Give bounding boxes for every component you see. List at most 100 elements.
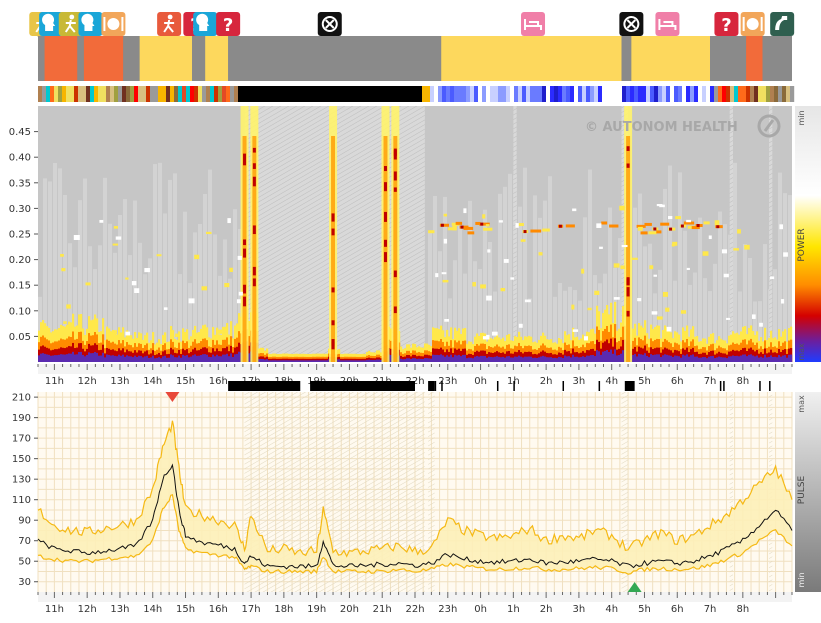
stripe-cell — [330, 86, 335, 102]
band-purple — [196, 355, 199, 362]
y-tick-label: 0.35 — [9, 178, 31, 189]
band-purple — [142, 357, 145, 362]
stripe-cell — [510, 86, 515, 102]
power-label: POWER — [797, 228, 807, 261]
spectro-texture — [668, 165, 672, 362]
band-purple — [522, 357, 525, 362]
band-purple — [42, 353, 45, 362]
y-tick-label: 70 — [18, 536, 31, 547]
band-purple — [756, 355, 759, 362]
band-purple — [90, 353, 93, 362]
burst-hotspot — [383, 211, 387, 222]
stripe-cell — [706, 86, 711, 102]
stripe-cell — [374, 86, 379, 102]
spectro-texture — [758, 301, 762, 362]
x-tick-label: 15h — [176, 376, 195, 387]
band-purple — [714, 358, 717, 362]
spectro-speck — [572, 208, 577, 212]
stripe-cell — [762, 86, 767, 102]
spectro-speck — [733, 248, 739, 251]
spectro-speck — [63, 321, 67, 324]
band-purple — [126, 355, 129, 362]
x-tick-label: 1h — [507, 604, 520, 615]
band-purple — [280, 360, 283, 362]
band-purple — [786, 357, 789, 362]
spectro-texture — [643, 246, 647, 362]
watermark-logo-icon — [757, 114, 781, 138]
band-purple — [152, 355, 155, 362]
stripe-cell — [550, 86, 555, 102]
band-purple — [226, 353, 229, 362]
band-purple — [606, 350, 609, 362]
stripe-cell — [486, 86, 491, 102]
spectro-texture — [543, 200, 547, 362]
y-tick-label: 0.05 — [9, 332, 31, 343]
band-purple — [778, 355, 781, 362]
spectro-texture — [138, 242, 142, 362]
spectro-speck — [217, 329, 224, 334]
x-tick-label: 6h — [671, 376, 684, 387]
spectro-speck — [518, 323, 523, 328]
spectro-texture — [508, 173, 512, 362]
spectro-speck — [783, 252, 788, 257]
spectro-texture — [773, 269, 777, 362]
stripe-cell — [306, 86, 311, 102]
band-purple — [236, 353, 239, 362]
spectro-speck — [613, 297, 620, 300]
spectro-speck — [443, 238, 448, 244]
burst-hotspot — [626, 287, 630, 297]
band-purple — [680, 357, 683, 362]
band-purple — [564, 355, 567, 362]
spectro-speck — [229, 267, 233, 272]
x-tick-label: 18h — [274, 604, 293, 615]
resp-band — [463, 226, 474, 230]
x-tick-label: 14h — [143, 604, 162, 615]
band-purple — [612, 353, 615, 362]
pulse-lower-line — [37, 493, 793, 575]
band-purple — [478, 356, 481, 362]
band-purple — [412, 358, 415, 362]
spectro-speck — [134, 288, 140, 293]
band-purple — [746, 356, 749, 362]
stripe-cell — [482, 86, 487, 102]
stripe-cell — [758, 86, 763, 102]
spectro-speck — [131, 281, 137, 286]
band-purple — [78, 351, 81, 362]
stripe-cell — [122, 86, 127, 102]
spectro-speck — [492, 331, 498, 336]
band-purple — [472, 358, 475, 362]
stripe-cell — [586, 86, 591, 102]
band-purple — [96, 352, 99, 362]
spectro-texture — [633, 207, 637, 362]
band-purple — [538, 357, 541, 362]
burst-orange — [393, 136, 398, 362]
band-purple — [108, 354, 111, 362]
burst-hotspot — [393, 187, 397, 192]
x-tick-label: 6h — [671, 604, 684, 615]
resp-band-hot — [480, 222, 484, 226]
spectro-texture — [458, 226, 462, 362]
band-purple — [556, 358, 559, 362]
band-purple — [234, 354, 237, 362]
power-min-label: min — [797, 110, 806, 125]
band-purple — [660, 357, 663, 362]
stripe-cell — [378, 86, 383, 102]
stripe-cell — [46, 86, 51, 102]
resp-band — [683, 221, 695, 225]
burst-hotspot — [243, 239, 247, 246]
band-purple — [174, 357, 177, 362]
band-purple — [484, 355, 487, 362]
stripe-cell — [390, 86, 395, 102]
stripe-cell — [618, 86, 623, 102]
band-purple — [176, 357, 179, 362]
pulse-x-axis: 11h 12h 13h 14h 15h 16h 17h 18h 19h 20h 21h 22h 23h 0… — [37, 592, 793, 615]
x-tick-label: 11h — [45, 604, 64, 615]
spectro-texture — [113, 252, 117, 362]
spectro-speck — [769, 276, 775, 280]
x-tick-label: 23h — [438, 604, 457, 615]
stripe-cell — [358, 86, 363, 102]
sleep-tick — [562, 381, 565, 391]
spectro-texture — [153, 164, 157, 362]
stripe-cell — [350, 86, 355, 102]
